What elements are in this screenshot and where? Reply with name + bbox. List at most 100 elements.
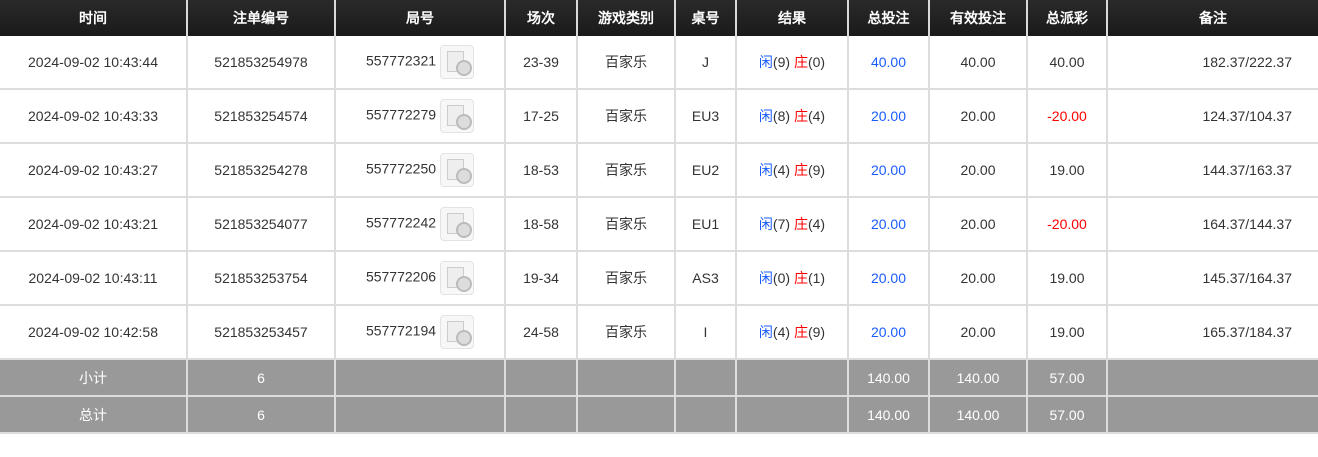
- payout-cell: -20.00: [1026, 197, 1108, 252]
- header-note: 备注: [1106, 0, 1318, 36]
- note-cell: 144.37/163.37: [1106, 143, 1318, 198]
- result-cell: 闲(0) 庄(1): [735, 251, 849, 306]
- table-row: 2024-09-02 10:42:58 521853253457 5577721…: [0, 305, 1318, 360]
- shoe-cell: 19-34: [504, 251, 578, 306]
- round-number: 557772279: [365, 106, 437, 123]
- time-cell: 2024-09-02 10:42:58: [0, 305, 188, 360]
- player-label: 闲: [758, 324, 773, 340]
- game-cell: 百家乐: [576, 143, 676, 198]
- time-cell: 2024-09-02 10:43:21: [0, 197, 188, 252]
- total-bet-cell: 20.00: [847, 251, 930, 306]
- shoe-cell: 23-39: [504, 36, 578, 90]
- header-game: 游戏类别: [576, 0, 675, 36]
- banker-label: 庄: [793, 270, 808, 286]
- player-label: 闲: [758, 216, 773, 232]
- banker-label: 庄: [793, 108, 808, 124]
- banker-score: (1): [807, 270, 826, 286]
- player-label: 闲: [758, 54, 773, 70]
- total-bet-cell: 20.00: [847, 197, 930, 252]
- header-valid-bet: 有效投注: [928, 0, 1027, 36]
- valid-bet-cell: 20.00: [928, 89, 1028, 144]
- video-replay-icon[interactable]: [440, 45, 475, 79]
- game-cell: 百家乐: [576, 197, 676, 252]
- shoe-cell: 18-58: [504, 197, 578, 252]
- header-row: 时间 注单编号 局号 场次 游戏类别 桌号 结果 总投注 有效投注 总派彩 备注: [0, 0, 1318, 36]
- note-cell: 182.37/222.37: [1106, 36, 1318, 90]
- summary-valid-bet: 140.00: [928, 359, 1028, 397]
- header-table: 桌号: [674, 0, 736, 36]
- round-number: 557772194: [365, 322, 437, 339]
- banker-score: (4): [807, 216, 826, 232]
- subtotal-row: 小计 6 140.00 140.00 57.00: [0, 359, 1318, 397]
- table-cell: EU1: [674, 197, 737, 252]
- time-cell: 2024-09-02 10:43:11: [0, 251, 188, 306]
- total-bet-cell: 20.00: [847, 143, 930, 198]
- result-cell: 闲(4) 庄(9): [735, 305, 849, 360]
- player-score: (4): [772, 324, 791, 340]
- total-row: 总计 6 140.00 140.00 57.00: [0, 396, 1318, 434]
- table-row: 2024-09-02 10:43:21 521853254077 5577722…: [0, 197, 1318, 252]
- valid-bet-cell: 20.00: [928, 305, 1028, 360]
- video-replay-icon[interactable]: [440, 153, 475, 187]
- round-number: 557772206: [365, 268, 437, 285]
- bet-id-cell: 521853253754: [186, 251, 336, 306]
- header-shoe: 场次: [504, 0, 577, 36]
- payout-cell: 19.00: [1026, 305, 1108, 360]
- note-cell: 124.37/104.37: [1106, 89, 1318, 144]
- total-bet-cell: 20.00: [847, 89, 930, 144]
- bet-id-cell: 521853254574: [186, 89, 336, 144]
- video-replay-icon[interactable]: [440, 99, 475, 133]
- player-score: (7): [772, 216, 791, 232]
- time-cell: 2024-09-02 10:43:44: [0, 36, 188, 90]
- payout-cell: -20.00: [1026, 89, 1108, 144]
- header-total-bet: 总投注: [847, 0, 929, 36]
- banker-label: 庄: [793, 54, 808, 70]
- table-row: 2024-09-02 10:43:44 521853254978 5577723…: [0, 36, 1318, 90]
- bet-id-cell: 521853254077: [186, 197, 336, 252]
- table-row: 2024-09-02 10:43:11 521853253754 5577722…: [0, 251, 1318, 306]
- banker-label: 庄: [793, 324, 808, 340]
- round-cell: 557772242: [334, 197, 506, 252]
- valid-bet-cell: 20.00: [928, 143, 1028, 198]
- player-score: (9): [772, 54, 791, 70]
- video-replay-icon[interactable]: [440, 261, 475, 295]
- video-replay-icon[interactable]: [440, 315, 475, 349]
- result-cell: 闲(8) 庄(4): [735, 89, 849, 144]
- summary-count: 6: [186, 396, 336, 434]
- table-cell: EU2: [674, 143, 737, 198]
- round-cell: 557772250: [334, 143, 506, 198]
- round-number: 557772242: [365, 214, 437, 231]
- bet-id-cell: 521853254978: [186, 36, 336, 90]
- shoe-cell: 24-58: [504, 305, 578, 360]
- payout-cell: 40.00: [1026, 36, 1108, 90]
- time-cell: 2024-09-02 10:43:27: [0, 143, 188, 198]
- header-bet-id: 注单编号: [186, 0, 335, 36]
- valid-bet-cell: 20.00: [928, 251, 1028, 306]
- summary-total-bet: 140.00: [847, 396, 930, 434]
- player-label: 闲: [758, 162, 773, 178]
- banker-score: (9): [807, 162, 826, 178]
- summary-count: 6: [186, 359, 336, 397]
- summary-label: 小计: [0, 359, 188, 397]
- header-round: 局号: [334, 0, 505, 36]
- time-cell: 2024-09-02 10:43:33: [0, 89, 188, 144]
- round-cell: 557772206: [334, 251, 506, 306]
- result-cell: 闲(9) 庄(0): [735, 36, 849, 90]
- round-cell: 557772279: [334, 89, 506, 144]
- note-cell: 165.37/184.37: [1106, 305, 1318, 360]
- bet-id-cell: 521853254278: [186, 143, 336, 198]
- round-cell: 557772194: [334, 305, 506, 360]
- video-replay-icon[interactable]: [440, 207, 475, 241]
- summary-total-bet: 140.00: [847, 359, 930, 397]
- shoe-cell: 17-25: [504, 89, 578, 144]
- banker-score: (0): [807, 54, 826, 70]
- table-row: 2024-09-02 10:43:27 521853254278 5577722…: [0, 143, 1318, 198]
- table-cell: I: [674, 305, 737, 360]
- valid-bet-cell: 20.00: [928, 197, 1028, 252]
- round-number: 557772321: [365, 52, 437, 69]
- header-time: 时间: [0, 0, 187, 36]
- table-cell: AS3: [674, 251, 737, 306]
- payout-cell: 19.00: [1026, 143, 1108, 198]
- total-bet-cell: 40.00: [847, 36, 930, 90]
- table-cell: J: [674, 36, 737, 90]
